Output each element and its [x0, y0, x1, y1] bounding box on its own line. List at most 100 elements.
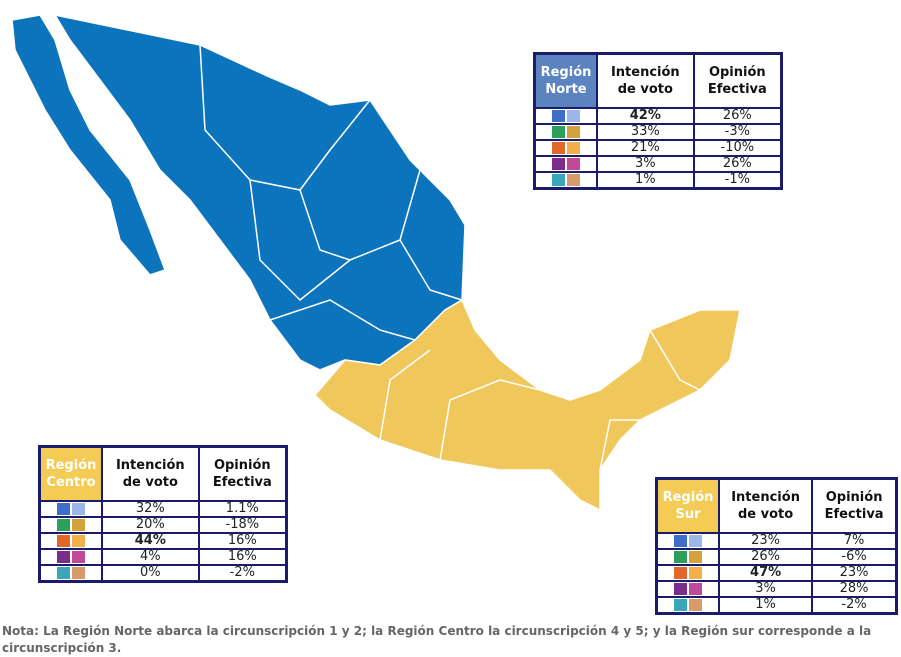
- icon-part: [689, 551, 702, 563]
- party-icon: [40, 533, 103, 549]
- party-icon: [535, 140, 598, 156]
- party-icon: [40, 501, 103, 517]
- party-icon: [657, 565, 720, 581]
- data-row: 33%-3%: [535, 124, 782, 140]
- data-row: 44%16%: [40, 533, 287, 549]
- effective-opinion: -6%: [812, 549, 896, 565]
- icon-part: [552, 126, 565, 138]
- vote-intention: 1%: [719, 597, 812, 614]
- data-row: 47%23%: [657, 565, 897, 581]
- effective-opinion: -3%: [694, 124, 782, 140]
- header-row: Región NorteIntención de votoOpinión Efe…: [535, 54, 782, 109]
- vote-intention: 23%: [719, 533, 812, 549]
- icon-part: [674, 567, 687, 579]
- data-row: 21%-10%: [535, 140, 782, 156]
- effective-opinion: 16%: [199, 533, 287, 549]
- icon-part: [57, 567, 70, 579]
- icon-part: [689, 535, 702, 547]
- data-row: 1%-1%: [535, 172, 782, 189]
- vote-intention: 47%: [719, 565, 812, 581]
- region-label: Región Sur: [657, 479, 720, 534]
- icon-part: [552, 110, 565, 122]
- icon-part: [552, 158, 565, 170]
- icon-part: [567, 126, 580, 138]
- effective-opinion: 7%: [812, 533, 896, 549]
- icon-part: [674, 599, 687, 611]
- icon-part: [72, 519, 85, 531]
- column-header: Intención de voto: [102, 447, 199, 502]
- vote-intention: 44%: [102, 533, 199, 549]
- data-row: 1%-2%: [657, 597, 897, 614]
- data-row: 26%-6%: [657, 549, 897, 565]
- icon-part: [552, 142, 565, 154]
- data-row: 32%1.1%: [40, 501, 287, 517]
- effective-opinion: -18%: [199, 517, 287, 533]
- icon-part: [674, 535, 687, 547]
- icon-part: [72, 551, 85, 563]
- vote-intention: 20%: [102, 517, 199, 533]
- header-row: Región SurIntención de votoOpinión Efect…: [657, 479, 897, 534]
- effective-opinion: 28%: [812, 581, 896, 597]
- party-icon: [657, 549, 720, 565]
- icon-part: [689, 567, 702, 579]
- icon-part: [72, 503, 85, 515]
- party-icon: [535, 172, 598, 189]
- icon-part: [57, 535, 70, 547]
- icon-part: [567, 110, 580, 122]
- vote-intention: 33%: [597, 124, 694, 140]
- icon-part: [689, 583, 702, 595]
- column-header: Intención de voto: [719, 479, 812, 534]
- vote-intention: 26%: [719, 549, 812, 565]
- vote-intention: 3%: [597, 156, 694, 172]
- data-row: 3%26%: [535, 156, 782, 172]
- effective-opinion: 26%: [694, 108, 782, 124]
- vote-intention: 21%: [597, 140, 694, 156]
- party-icon: [657, 581, 720, 597]
- vote-intention: 4%: [102, 549, 199, 565]
- icon-part: [674, 551, 687, 563]
- effective-opinion: -1%: [694, 172, 782, 189]
- effective-opinion: 26%: [694, 156, 782, 172]
- icon-part: [72, 535, 85, 547]
- party-icon: [40, 517, 103, 533]
- region-label: Región Centro: [40, 447, 103, 502]
- icon-part: [674, 583, 687, 595]
- region-table: Región CentroIntención de votoOpinión Ef…: [38, 445, 288, 583]
- vote-intention: 32%: [102, 501, 199, 517]
- party-icon: [40, 565, 103, 582]
- vote-intention: 3%: [719, 581, 812, 597]
- data-row: 20%-18%: [40, 517, 287, 533]
- icon-part: [689, 599, 702, 611]
- party-icon: [657, 597, 720, 614]
- effective-opinion: -2%: [812, 597, 896, 614]
- data-row: 0%-2%: [40, 565, 287, 582]
- icon-part: [567, 158, 580, 170]
- column-header: Intención de voto: [597, 54, 694, 109]
- column-header: Opinión Efectiva: [694, 54, 782, 109]
- column-header: Opinión Efectiva: [199, 447, 287, 502]
- column-header: Opinión Efectiva: [812, 479, 896, 534]
- icon-part: [57, 503, 70, 515]
- party-icon: [657, 533, 720, 549]
- data-row: 3%28%: [657, 581, 897, 597]
- icon-part: [72, 567, 85, 579]
- note: Nota: La Región Norte abarca la circunsc…: [2, 623, 882, 657]
- region-label: Región Norte: [535, 54, 598, 109]
- icon-part: [57, 519, 70, 531]
- effective-opinion: -2%: [199, 565, 287, 582]
- party-icon: [535, 124, 598, 140]
- data-row: 4%16%: [40, 549, 287, 565]
- page: {"tables":[ {"region":"Región Norte","he…: [0, 0, 901, 657]
- effective-opinion: 23%: [812, 565, 896, 581]
- party-icon: [40, 549, 103, 565]
- icon-part: [567, 142, 580, 154]
- effective-opinion: 1.1%: [199, 501, 287, 517]
- icon-part: [57, 551, 70, 563]
- icon-part: [567, 174, 580, 186]
- effective-opinion: -10%: [694, 140, 782, 156]
- party-icon: [535, 108, 598, 124]
- vote-intention: 0%: [102, 565, 199, 582]
